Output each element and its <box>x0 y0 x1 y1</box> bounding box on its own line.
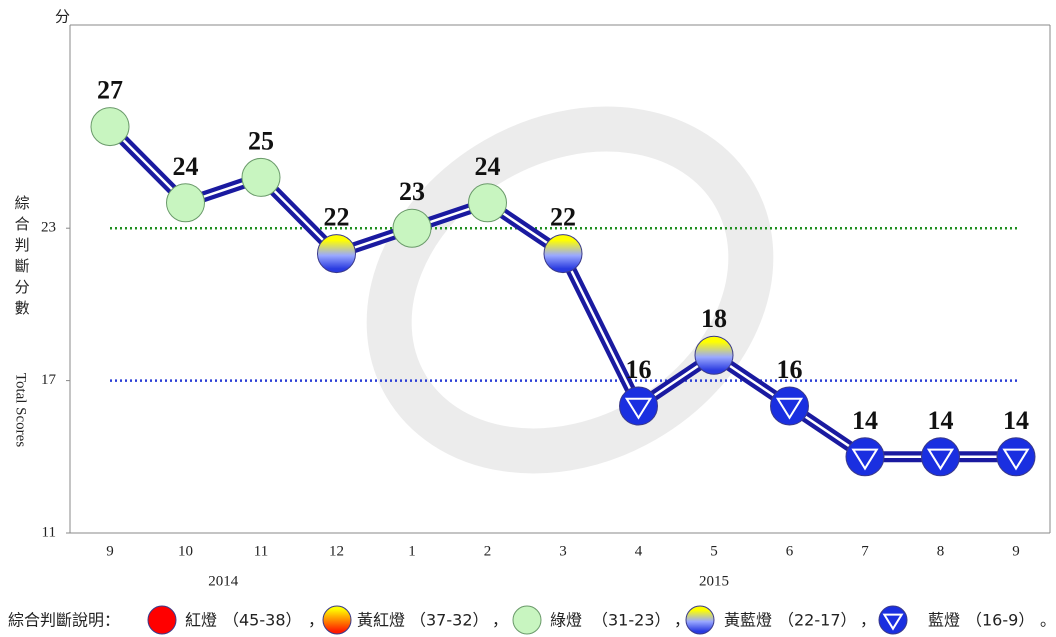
marker <box>147 605 177 635</box>
year-label: 2015 <box>699 573 729 589</box>
x-tick-label: 11 <box>254 543 268 559</box>
marker <box>166 183 205 223</box>
data-label: 16 <box>777 355 803 384</box>
marker-triangle <box>851 448 879 471</box>
x-tick-label: 5 <box>710 543 718 559</box>
marker <box>322 605 352 635</box>
marker-circle <box>770 386 809 426</box>
data-label: 14 <box>1003 406 1029 435</box>
legend-name: 綠燈 <box>550 611 582 630</box>
year-label: 2014 <box>208 573 239 589</box>
data-label: 24 <box>173 152 199 181</box>
data-label: 27 <box>97 76 123 105</box>
marker <box>90 107 130 147</box>
legend-sep: ， <box>308 611 324 630</box>
marker-triangle <box>926 448 955 471</box>
marker <box>468 183 507 223</box>
marker-circle <box>166 183 205 223</box>
marker-triangle <box>1002 448 1030 471</box>
data-label: 18 <box>701 304 727 333</box>
marker <box>317 234 356 274</box>
marker-circle <box>543 234 583 274</box>
data-label: 24 <box>475 152 501 181</box>
data-label: 14 <box>852 406 878 435</box>
data-label: 22 <box>550 203 576 232</box>
marker-circle <box>392 208 432 248</box>
marker-circle <box>619 386 658 426</box>
x-tick-label: 8 <box>937 543 945 559</box>
y-label-zh: 綜合判斷分數 <box>13 195 30 321</box>
legend-range: （37-32） <box>410 611 489 630</box>
marker-circle <box>322 605 352 635</box>
x-tick-label: 9 <box>1012 543 1020 559</box>
legend-range: （16-9） <box>966 611 1034 630</box>
legend-range: （31-23） <box>592 611 671 630</box>
legend-name: 藍燈 <box>928 611 960 630</box>
legend-title: 綜合判斷說明： <box>8 611 120 630</box>
x-tick-label: 7 <box>861 543 869 559</box>
marker-circle <box>694 335 734 375</box>
legend-name: 黃紅燈 <box>357 611 405 630</box>
marker <box>770 386 809 426</box>
marker-circle <box>878 605 908 635</box>
x-tick-label: 3 <box>559 543 567 559</box>
marker-circle <box>921 437 960 477</box>
y-tick-label: 17 <box>41 372 57 388</box>
marker-circle <box>317 234 356 274</box>
marker-circle <box>468 183 507 223</box>
marker <box>878 605 908 635</box>
marker-triangle <box>882 613 904 631</box>
marker-circle <box>90 107 130 147</box>
marker-circle <box>241 157 281 197</box>
x-tick-label: 1 <box>408 543 416 559</box>
marker <box>685 605 715 635</box>
marker-circle <box>147 605 177 635</box>
marker-circle <box>512 605 542 635</box>
marker-circle <box>996 437 1036 477</box>
marker <box>392 208 432 248</box>
marker-triangle <box>624 397 653 420</box>
legend-range: （45-38） <box>223 611 302 630</box>
watermark <box>366 106 774 474</box>
legend-name: 紅燈 <box>185 611 217 630</box>
legend-sep: ， <box>492 611 508 630</box>
x-tick-label: 10 <box>178 543 193 559</box>
marker <box>241 157 281 197</box>
marker <box>921 437 960 477</box>
marker <box>512 605 542 635</box>
marker <box>996 437 1036 477</box>
x-tick-label: 9 <box>106 543 114 559</box>
legend-name: 黃藍燈 <box>724 611 772 630</box>
y-label-en: Total Scores <box>13 373 29 448</box>
legend-range: （22-17） <box>778 611 857 630</box>
legend-sep: ， <box>674 611 690 630</box>
data-label: 14 <box>928 406 954 435</box>
x-tick-label: 2 <box>484 543 492 559</box>
marker-circle <box>845 437 885 477</box>
marker <box>543 234 583 274</box>
legend-sep: 。 <box>1040 611 1056 630</box>
y-tick-label: 11 <box>42 524 56 540</box>
marker <box>694 335 734 375</box>
x-tick-label: 12 <box>329 543 344 559</box>
marker <box>845 437 885 477</box>
x-tick-label: 4 <box>635 543 643 559</box>
data-label: 25 <box>248 126 274 155</box>
y-unit: 分 <box>55 8 70 25</box>
y-tick-label: 23 <box>41 220 56 236</box>
data-label: 16 <box>626 355 652 384</box>
legend-sep: ， <box>860 611 876 630</box>
marker <box>619 386 658 426</box>
data-label: 23 <box>399 177 425 206</box>
marker-circle <box>685 605 715 635</box>
marker-triangle <box>775 397 804 420</box>
x-tick-label: 6 <box>786 543 794 559</box>
data-label: 22 <box>324 203 350 232</box>
